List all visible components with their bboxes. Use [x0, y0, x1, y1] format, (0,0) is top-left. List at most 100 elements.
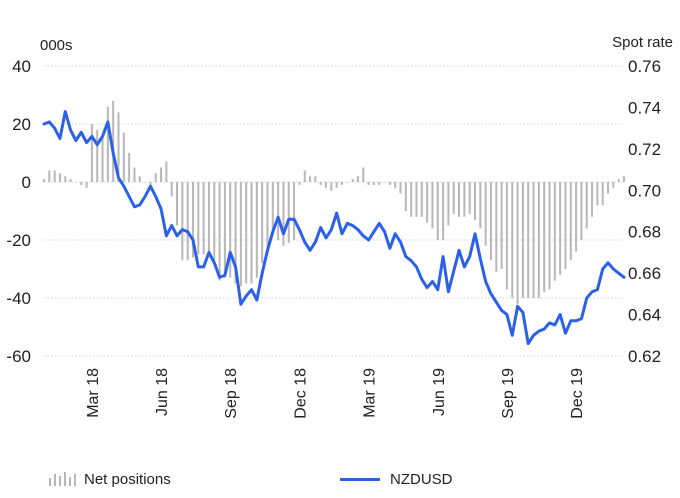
net-positions-bar [426, 182, 429, 223]
right-tick-label: 0.66 [628, 264, 661, 283]
net-positions-bar [495, 182, 498, 272]
left-axis-unit: 000s [40, 37, 73, 54]
net-positions-bar [580, 182, 583, 240]
net-positions-bar [500, 182, 503, 269]
net-positions-bar [484, 182, 487, 246]
net-positions-bar [122, 132, 125, 182]
net-positions-bar [58, 173, 61, 182]
net-positions-bar [234, 182, 237, 284]
net-positions-bar [176, 182, 179, 226]
net-positions-bar [239, 182, 242, 287]
net-positions-bar [569, 182, 572, 261]
right-tick-label: 0.72 [628, 140, 661, 159]
net-positions-bar [601, 182, 604, 206]
x-tick-label: Jun 18 [154, 368, 171, 416]
x-tick-label: Jun 19 [431, 368, 448, 416]
net-positions-bar [564, 182, 567, 269]
left-tick-label: 0 [22, 173, 31, 192]
net-positions-bar [356, 176, 359, 182]
net-positions-bar [617, 179, 620, 182]
net-positions-legend-label: Net positions [84, 470, 171, 488]
x-tick-label: Mar 19 [362, 368, 379, 418]
net-positions-bar [250, 182, 253, 284]
net-positions-bar [330, 182, 333, 191]
net-positions-bar [346, 182, 349, 183]
net-positions-bar [309, 176, 312, 182]
net-positions-bar [394, 182, 397, 188]
net-positions-bar [229, 182, 232, 278]
net-positions-bar [596, 182, 599, 206]
net-positions-bar [548, 182, 551, 290]
net-positions-bar [521, 182, 524, 298]
left-tick-label: 20 [12, 115, 31, 134]
net-positions-bar [128, 153, 131, 182]
net-positions-bars [43, 100, 625, 304]
net-positions-bar [64, 176, 67, 182]
x-tick-label: Sep 19 [500, 368, 517, 419]
x-tick-label: Dec 19 [569, 368, 586, 419]
net-positions-bar [223, 182, 226, 278]
net-positions-bar [261, 182, 264, 264]
left-tick-label: 40 [12, 57, 31, 76]
net-positions-bar [186, 182, 189, 261]
net-positions-bar [378, 182, 381, 185]
net-positions-bar [474, 182, 477, 220]
net-positions-bar [112, 100, 115, 182]
gridlines [44, 65, 624, 357]
net-positions-bar [202, 182, 205, 255]
net-positions-bar [138, 176, 141, 182]
net-positions-bar [351, 179, 354, 182]
net-positions-bar [191, 182, 194, 258]
net-positions-bar [207, 182, 210, 252]
net-positions-bar [117, 112, 120, 182]
net-positions-bar [420, 182, 423, 217]
net-positions-bar [282, 182, 285, 246]
net-positions-bar [293, 182, 296, 240]
net-positions-bar [607, 182, 610, 194]
net-positions-bar [90, 124, 93, 182]
net-positions-bar [43, 179, 45, 182]
net-positions-bar [101, 135, 104, 182]
nzdusd-legend-swatch [340, 477, 380, 481]
net-positions-bar [133, 167, 136, 182]
net-positions-bar [372, 182, 375, 185]
net-positions-bar [458, 182, 461, 217]
net-positions-bar [516, 182, 519, 304]
net-positions-bar [298, 182, 301, 185]
net-positions-bar [468, 182, 471, 214]
net-positions-bar [410, 182, 413, 217]
net-positions-bar [591, 182, 594, 217]
net-positions-bar [340, 182, 343, 185]
x-tick-label: Sep 18 [223, 368, 240, 419]
net-positions-bar [505, 182, 508, 290]
net-positions-bar [74, 182, 77, 183]
x-tick-label: Mar 18 [85, 368, 102, 418]
right-axis-ticks: 0.76 0.74 0.72 0.70 0.68 0.66 0.64 0.62 [628, 57, 661, 366]
net-positions-bar [612, 182, 615, 188]
net-positions-bar [80, 182, 83, 185]
net-positions-bar [431, 182, 434, 229]
net-positions-bar [106, 106, 109, 182]
net-positions-bar [325, 182, 328, 188]
net-positions-bar [303, 170, 306, 182]
net-positions-bar [181, 182, 184, 261]
net-positions-bar [399, 182, 402, 194]
x-axis-ticks: Mar 18 Jun 18 Sep 18 Dec 18 Mar 19 Jun 19 Sep … [85, 368, 586, 419]
left-tick-label: -20 [6, 231, 31, 250]
nzdusd-legend-label: NZDUSD [390, 470, 453, 488]
net-positions-bar [452, 182, 455, 214]
net-positions-bar [335, 182, 338, 188]
net-positions-bar [197, 182, 200, 255]
net-positions-bar [53, 170, 56, 182]
net-positions-bar [463, 182, 466, 217]
net-positions-bar [585, 182, 588, 229]
net-positions-bar [442, 182, 445, 240]
net-positions-bar [553, 182, 556, 281]
net-positions-bar [415, 182, 418, 217]
net-positions-bar [85, 182, 88, 188]
left-tick-label: -60 [6, 347, 31, 366]
net-positions-bar [213, 182, 216, 264]
right-tick-label: 0.64 [628, 306, 661, 325]
net-positions-bar [154, 173, 157, 182]
